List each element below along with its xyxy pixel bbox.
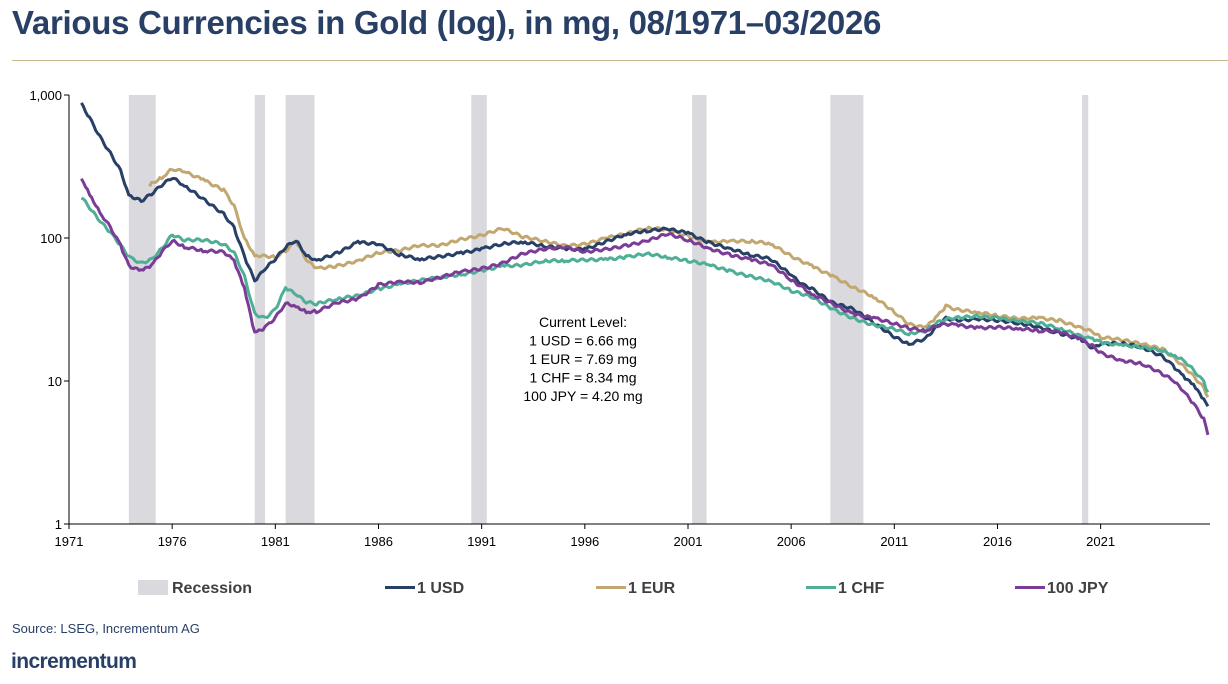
- x-tick-label-1981: 1981: [261, 534, 290, 549]
- recession-bar-3: [471, 95, 487, 524]
- x-tick-label-2001: 2001: [674, 534, 703, 549]
- recession-bar-6: [1082, 95, 1089, 524]
- x-tick-label-1991: 1991: [467, 534, 496, 549]
- x-tick-label-1971: 1971: [55, 534, 84, 549]
- y-tick-label-100: 100: [40, 231, 62, 246]
- x-tick-label-1996: 1996: [570, 534, 599, 549]
- x-tick-label-2006: 2006: [777, 534, 806, 549]
- x-tick-label-2021: 2021: [1086, 534, 1115, 549]
- chart-area: 1971 1976 1981 1986 1991 1996 2001 2006 2011 2016…: [29, 88, 1210, 597]
- series-line-jpy: [80, 177, 1210, 436]
- legend-label-eur: 1 EUR: [628, 580, 676, 597]
- legend-label-recession: Recession: [172, 580, 252, 597]
- x-tick-label-1986: 1986: [364, 534, 393, 549]
- legend-label-chf: 1 CHF: [838, 580, 884, 597]
- annotation-line-3: 1 CHF = 8.34 mg: [530, 370, 637, 386]
- x-tick-label-2011: 2011: [880, 534, 908, 549]
- y-tick-label-1: 1: [55, 517, 62, 532]
- annotation-line-0: Current Level:: [539, 314, 627, 330]
- legend-label-jpy: 100 JPY: [1047, 580, 1109, 597]
- annotation-line-2: 1 EUR = 7.69 mg: [529, 351, 637, 367]
- title-divider: [12, 60, 1228, 61]
- legend-swatch-recession: [138, 580, 168, 595]
- source-note: Source: LSEG, Incrementum AG: [12, 621, 200, 636]
- y-tick-label-10: 10: [48, 374, 62, 389]
- recession-bar-1: [254, 95, 266, 524]
- annotation-line-1: 1 USD = 6.66 mg: [529, 333, 637, 349]
- legend-label-usd: 1 USD: [417, 580, 464, 597]
- recession-bar-0: [128, 95, 156, 524]
- x-tick-label-1976: 1976: [158, 534, 187, 549]
- chart-title: Various Currencies in Gold (log), in mg,…: [12, 4, 882, 41]
- brand-logo: incrementum: [11, 650, 137, 673]
- recession-bar-4: [692, 95, 707, 524]
- series-line-chf: [80, 196, 1210, 394]
- y-tick-label-1000: 1,000: [29, 88, 62, 103]
- x-tick-label-2016: 2016: [983, 534, 1012, 549]
- annotation-line-4: 100 JPY = 4.20 mg: [523, 388, 642, 404]
